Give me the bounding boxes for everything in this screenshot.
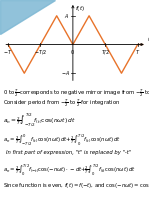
Text: $T/2$: $T/2$ <box>101 48 110 56</box>
Text: $A$: $A$ <box>64 12 70 20</box>
Polygon shape <box>0 0 55 34</box>
Text: $a_n = \frac{2}{T}\int_{-T/2}^{0} f_{(t)}\cos(n\omega t)\, dt$$ + \frac{2}{T}\in: $a_n = \frac{2}{T}\int_{-T/2}^{0} f_{(t)… <box>3 132 121 147</box>
Text: Consider period from $-\frac{T}{2}$ to $\frac{T}{2}$ for integration: Consider period from $-\frac{T}{2}$ to $… <box>3 98 120 109</box>
Text: $t$: $t$ <box>147 35 149 43</box>
Text: Since function is even, $f(t) = f(-t)$, and $\cos(-n\omega t) = \cos(n\omega t)$: Since function is even, $f(t) = f(-t)$, … <box>3 181 149 190</box>
Text: $a_n = \frac{2}{T}\int_{-T/2}^{T/2} f_{(t)}\cos(n\omega t)\, dt$: $a_n = \frac{2}{T}\int_{-T/2}^{T/2} f_{(… <box>3 112 76 128</box>
Text: 0 to $\frac{T}{2}$ corresponds to negative mirror image from $-\frac{T}{2}$ to 0: 0 to $\frac{T}{2}$ corresponds to negati… <box>3 88 149 99</box>
Text: $-A$: $-A$ <box>60 69 70 77</box>
Text: $T$: $T$ <box>135 48 140 56</box>
Text: $-T$: $-T$ <box>3 48 13 56</box>
Text: $f(t)$: $f(t)$ <box>75 4 85 13</box>
Text: In first part of expression, "t" is replaced by "-t": In first part of expression, "t" is repl… <box>6 150 131 155</box>
Text: $a_n = \frac{2}{T}\int_{0}^{T/2} f_{(-t)}\cos(-n\omega t)\cdot -dt$$ + \frac{2}{: $a_n = \frac{2}{T}\int_{0}^{T/2} f_{(-t)… <box>3 163 136 178</box>
Text: $-T/2$: $-T/2$ <box>34 48 47 56</box>
Text: $0$: $0$ <box>70 48 75 56</box>
